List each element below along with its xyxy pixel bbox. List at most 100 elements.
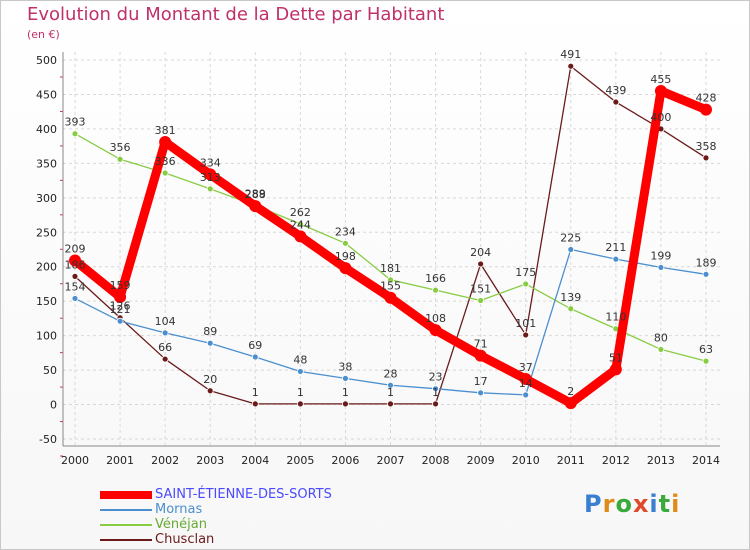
data-point [206, 185, 214, 193]
data-label: 181 [380, 262, 401, 275]
data-point [432, 286, 439, 294]
logo-letter: x [632, 490, 650, 518]
x-tick-label: 2011 [557, 454, 585, 467]
y-tick-label: 400 [36, 123, 57, 136]
data-point [342, 239, 349, 247]
x-tick-label: 2002 [151, 454, 179, 467]
legend-label: Chusclan [155, 532, 215, 547]
data-label: 1 [342, 386, 349, 399]
data-label: 244 [290, 218, 311, 231]
data-label: 189 [696, 256, 717, 269]
data-point [71, 295, 79, 302]
data-point [657, 264, 665, 271]
data-label: 400 [650, 111, 671, 124]
data-point [159, 136, 172, 149]
data-label: 80 [654, 331, 668, 344]
y-tick-label: 350 [36, 157, 57, 170]
data-point [474, 349, 487, 362]
data-point [69, 254, 81, 267]
data-label: 51 [609, 351, 623, 364]
data-label: 358 [696, 140, 717, 153]
data-label: 66 [158, 341, 172, 354]
x-tick-label: 2007 [377, 454, 405, 467]
data-label: 175 [515, 266, 536, 279]
data-label: 428 [696, 92, 717, 105]
data-label: 209 [65, 243, 86, 256]
data-point [71, 130, 79, 138]
logo-letter: t [658, 490, 672, 518]
data-point [432, 385, 439, 393]
data-label: 491 [560, 48, 581, 61]
legend-label: Mornas [155, 502, 203, 517]
data-point [161, 169, 169, 177]
data-label: 262 [290, 206, 311, 219]
data-label: 334 [200, 156, 221, 169]
data-label: 110 [605, 311, 626, 324]
data-label: 186 [65, 258, 86, 271]
logo-letter: i [649, 490, 659, 518]
data-point [387, 276, 394, 284]
data-label: 121 [110, 303, 131, 316]
data-label: 155 [380, 280, 401, 293]
data-point [522, 391, 530, 399]
data-point [342, 400, 349, 408]
data-point [296, 220, 304, 228]
data-label: 234 [335, 225, 356, 238]
data-label: 139 [560, 291, 581, 304]
data-label: 1 [387, 386, 394, 399]
data-point [114, 291, 127, 304]
data-label: 69 [248, 339, 262, 352]
data-label: 211 [605, 241, 626, 254]
data-label: 23 [429, 371, 443, 384]
data-label: 439 [605, 84, 626, 97]
data-label: 89 [203, 325, 217, 338]
x-tick-label: 2004 [241, 454, 269, 467]
data-point [161, 355, 169, 363]
data-point [71, 272, 79, 280]
logo-letter: i [671, 490, 681, 518]
data-point [387, 381, 394, 389]
data-point [522, 280, 530, 288]
data-point [296, 368, 304, 375]
proxiti-logo: Proxiti [584, 490, 680, 518]
x-tick-label: 2006 [331, 454, 359, 467]
data-label: 455 [650, 73, 671, 86]
data-label: 126 [110, 300, 131, 313]
data-label: 108 [425, 312, 446, 325]
data-label: 1 [252, 386, 259, 399]
data-label: 289 [245, 187, 266, 200]
y-tick-label: 100 [36, 330, 57, 343]
x-tick-label: 2013 [647, 454, 675, 467]
data-point [249, 200, 262, 213]
data-point [702, 154, 710, 162]
data-point [519, 373, 532, 386]
data-point [567, 62, 575, 70]
data-point [251, 353, 259, 361]
data-point [384, 291, 397, 304]
data-point [700, 103, 712, 116]
legend-label: SAINT-ÉTIENNE-DES-SORTS [155, 487, 332, 502]
x-tick-label: 2012 [602, 454, 630, 467]
y-tick-label: 300 [36, 192, 57, 205]
data-point [206, 339, 214, 347]
x-tick-label: 2001 [106, 454, 134, 467]
data-point [567, 305, 575, 313]
data-label: 356 [110, 141, 131, 154]
legend-label: Vénéjan [155, 517, 207, 532]
logo-letter: P [584, 490, 603, 518]
y-tick-label: 0 [50, 399, 57, 412]
data-label: 198 [335, 250, 356, 263]
x-tick-label: 2003 [196, 454, 224, 467]
y-tick-label: -50 [39, 433, 57, 446]
data-point [339, 262, 352, 275]
data-label: 1 [297, 386, 304, 399]
chart-title: Evolution du Montant de la Dette par Hab… [27, 4, 445, 25]
data-point [609, 363, 622, 376]
data-point [612, 98, 620, 106]
y-tick-label: 250 [36, 226, 57, 239]
data-label: 225 [560, 232, 581, 245]
data-label: 37 [519, 361, 533, 374]
data-label: 71 [474, 338, 488, 351]
data-label: 151 [470, 282, 491, 295]
